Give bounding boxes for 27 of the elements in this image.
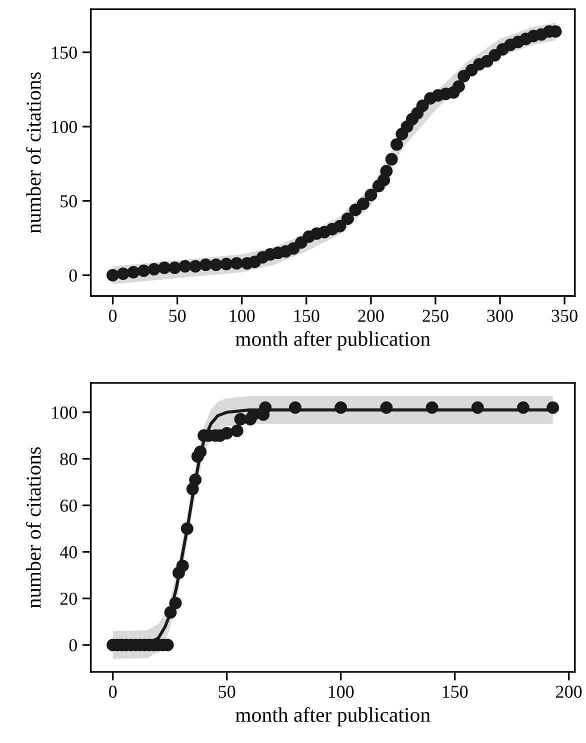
- y-tick-label: 0: [69, 639, 77, 652]
- y-tick-label: 100: [52, 120, 77, 134]
- y-axis-title: number of citations: [26, 447, 41, 608]
- x-tick-label: 0: [109, 686, 117, 698]
- y-tick-label: 0: [69, 269, 77, 282]
- x-tick-label: 200: [556, 686, 582, 698]
- x-tick-label: 50: [218, 686, 236, 698]
- y-tick-label: 100: [52, 406, 77, 419]
- x-axis-title: month after publication: [236, 707, 430, 726]
- x-tick-label: 50: [169, 310, 186, 322]
- x-tick-label: 300: [487, 310, 513, 322]
- x-tick-label: 100: [230, 310, 255, 322]
- x-tick-label: 200: [358, 310, 384, 322]
- y-axis-title: number of citations: [26, 72, 41, 234]
- y-tick-label: 40: [60, 546, 77, 558]
- x-tick-label: 250: [422, 310, 448, 322]
- y-tick-label: 20: [60, 592, 77, 605]
- x-tick-label: 150: [294, 310, 320, 322]
- y-tick-label: 50: [60, 195, 77, 208]
- y-tick-label: 150: [52, 46, 77, 59]
- x-tick-label: 100: [328, 686, 354, 698]
- x-tick-label: 150: [442, 686, 468, 698]
- y-tick-label: 80: [60, 453, 77, 466]
- x-tick-label: 0: [108, 310, 117, 322]
- x-axis-title: month after publication: [236, 331, 430, 350]
- x-tick-label: 350: [552, 310, 578, 322]
- y-tick-label: 60: [60, 500, 77, 512]
